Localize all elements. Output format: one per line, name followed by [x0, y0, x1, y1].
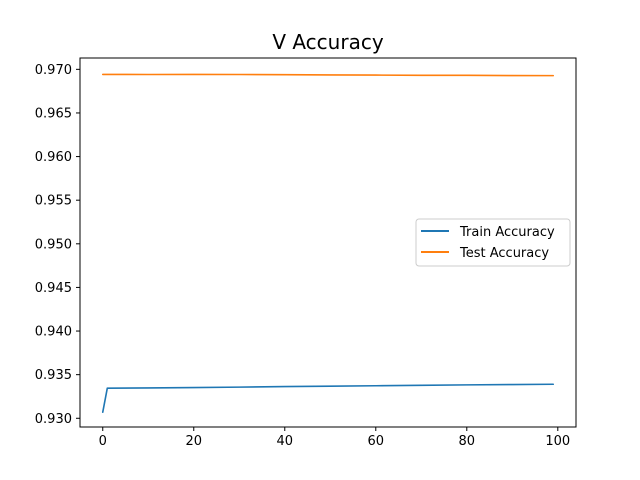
- plot-area: [101, 73, 555, 413]
- legend: Train Accuracy Test Accuracy: [415, 218, 571, 267]
- legend-label-test: Test Accuracy: [459, 246, 549, 261]
- train-accuracy-line: [101, 383, 555, 413]
- chart-title: V Accuracy: [272, 30, 384, 54]
- test-accuracy-line: [101, 73, 555, 77]
- y-tick-label: 0.940: [35, 325, 72, 340]
- y-tick-label: 0.960: [35, 150, 72, 165]
- plot-frame: [79, 57, 577, 428]
- legend-box: [415, 218, 571, 267]
- x-axis: 0 20 40 60 80 100: [99, 427, 570, 449]
- y-tick-label: 0.965: [35, 106, 72, 121]
- legend-label-train: Train Accuracy: [459, 225, 555, 240]
- x-tick-label: 20: [185, 434, 202, 449]
- y-tick-label: 0.955: [35, 194, 72, 209]
- x-tick-label: 80: [459, 434, 476, 449]
- y-tick-label: 0.970: [35, 63, 72, 78]
- x-tick-label: 100: [545, 434, 570, 449]
- x-tick-label: 60: [368, 434, 385, 449]
- x-tick-label: 0: [99, 434, 107, 449]
- y-tick-label: 0.935: [35, 368, 72, 383]
- y-tick-label: 0.930: [35, 412, 72, 427]
- y-axis: 0.930 0.935 0.940 0.945 0.950 0.955 0.960 0.965…: [35, 63, 80, 427]
- y-tick-label: 0.945: [35, 281, 72, 296]
- x-tick-label: 40: [276, 434, 293, 449]
- y-tick-label: 0.950: [35, 237, 72, 252]
